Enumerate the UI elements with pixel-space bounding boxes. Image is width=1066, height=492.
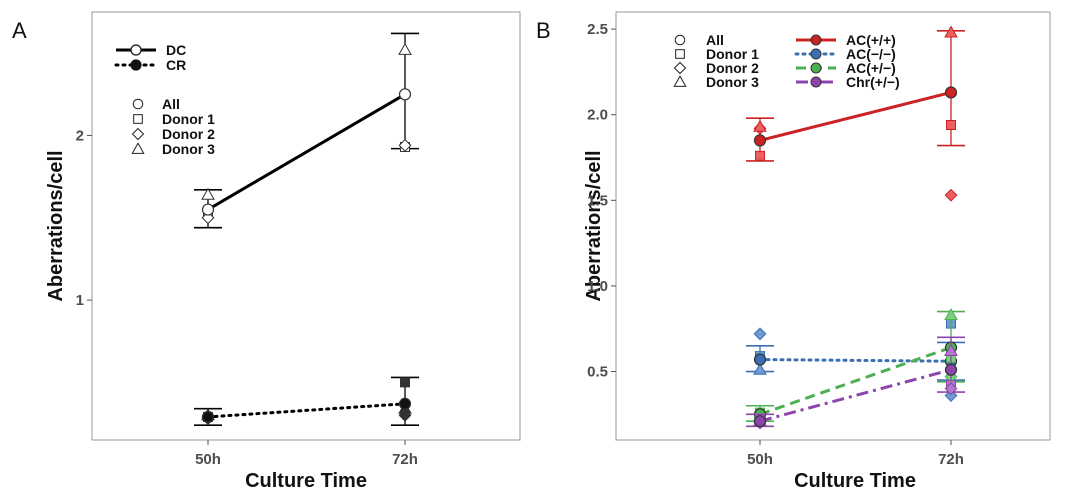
panel-a-donor-marker [398,42,412,55]
panel-b-legend-shape-label: Donor 1 [706,46,759,62]
panel-b-donor-marker [944,343,958,356]
panel-b-legend-line-label: AC(+/+) [846,32,896,48]
panel-a-donor-marker [201,187,215,200]
panel-a-donor-marker [400,377,410,388]
panel-a-legend-line-label: DC [166,42,186,58]
panel-b-donor-marker [944,188,958,202]
panel-a-mean-marker [398,88,412,101]
panel-b-x-tick-label: 50h [747,451,773,468]
panel-b-mean-marker [753,134,767,147]
panel-b-donor-marker [753,327,767,341]
panel-a-legend-shape-label: All [162,96,180,112]
panel-b-series-line [759,368,952,423]
panel-b-donor-marker [944,308,958,321]
panel-b-legend-shape-label: Donor 3 [706,74,759,90]
panel-a-legend-shape-key [132,98,144,110]
panel-b-y-tick-label: 2.5 [587,21,608,38]
panel-b-donor-marker [944,25,958,38]
panel-b-legend-line-label: AC(−/−) [846,46,896,62]
panel-a-mean-marker [398,397,412,410]
panel-b-legend-line-label: Chr(+/−) [846,74,900,90]
panel-a-legend-shape-key [131,127,145,141]
panel-a-legend-marker-key [130,59,142,71]
panel-a-plot-frame [91,11,521,441]
panel-b-legend-marker-key [810,48,822,60]
panel-a-legend-shape-label: Donor 3 [162,141,215,157]
panel-b-donor-marker [753,362,767,375]
panel-b-legend-line-label: AC(+/−) [846,60,896,76]
panel-a-letter: A [12,18,27,43]
panel-a-series-line [206,402,407,419]
panel-a-legend-shape-label: Donor 1 [162,111,215,127]
panel-a-legend-shape-key [131,142,145,154]
panel-b-y-tick-label: 2.0 [587,107,608,124]
panel-a-legend-shape-key [133,114,143,124]
panel-b-legend-shape-key [675,49,685,59]
panel-b-donor-marker [946,119,956,130]
panel-b-y-tick-label: 0.5 [587,364,608,381]
panel-a-x-tick-label: 50h [195,451,221,468]
panel-a-legend-line-label: CR [166,57,186,73]
panel-a-x-axis-title: Culture Time [245,470,367,492]
panel-b-legend-marker-key [810,76,822,88]
panel-a-y-axis-title: Aberrations/cell [45,150,67,301]
panel-b-mean-marker [753,415,767,428]
panel-b-y-axis-title: Aberrations/cell [583,150,605,301]
panel-b-plot-frame [615,11,1051,441]
panel-b-mean-marker [944,86,958,99]
panel-b-donor-marker [753,119,767,132]
panel-b-series-line [759,346,952,416]
panel-a-y-tick-label: 2 [76,127,84,144]
panel-b-x-axis-title: Culture Time [794,470,916,492]
panel-b-legend-marker-key [810,62,822,74]
panel-b-legend-shape-label: All [706,32,724,48]
panel-b-mean-marker [753,353,767,366]
panel-b-legend-shape-key [674,34,686,46]
panel-b-donor-marker [944,382,958,396]
panel-b-x-tick-label: 72h [938,451,964,468]
panel-b-series-line [759,91,952,142]
panel-b-mean-marker [944,363,958,376]
panel-b-y-tick-label: 1.0 [587,278,608,295]
panel-a-legend-marker-key [130,44,142,56]
panel-b-legend-shape-label: Donor 2 [706,60,759,76]
panel-b-y-tick-label: 1.5 [587,192,608,209]
panel-a-legend-shape-label: Donor 2 [162,126,215,142]
panel-a-mean-marker [201,410,215,424]
panel-b-legend-marker-key [810,34,822,46]
panel-b-donor-marker [755,150,765,161]
panel-a-series-line [207,93,406,211]
panel-a-donor-marker [398,138,412,152]
panel-a-x-tick-label: 72h [392,451,418,468]
panel-b-legend-shape-key [673,75,687,87]
panel-b-letter: B [536,18,551,43]
panel-a-mean-marker [201,203,215,216]
panel-b-legend-shape-key [673,61,687,75]
panel-a-y-tick-label: 1 [76,292,84,309]
